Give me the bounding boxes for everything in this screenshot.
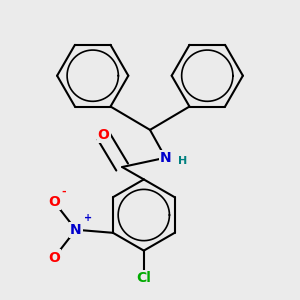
Text: N: N — [70, 223, 82, 237]
Text: N: N — [160, 151, 171, 165]
Text: O: O — [48, 250, 60, 265]
Text: O: O — [48, 195, 60, 209]
Text: Cl: Cl — [136, 271, 151, 285]
Text: -: - — [62, 187, 66, 197]
Text: O: O — [98, 128, 110, 142]
Text: H: H — [178, 156, 187, 166]
Text: +: + — [83, 213, 92, 223]
